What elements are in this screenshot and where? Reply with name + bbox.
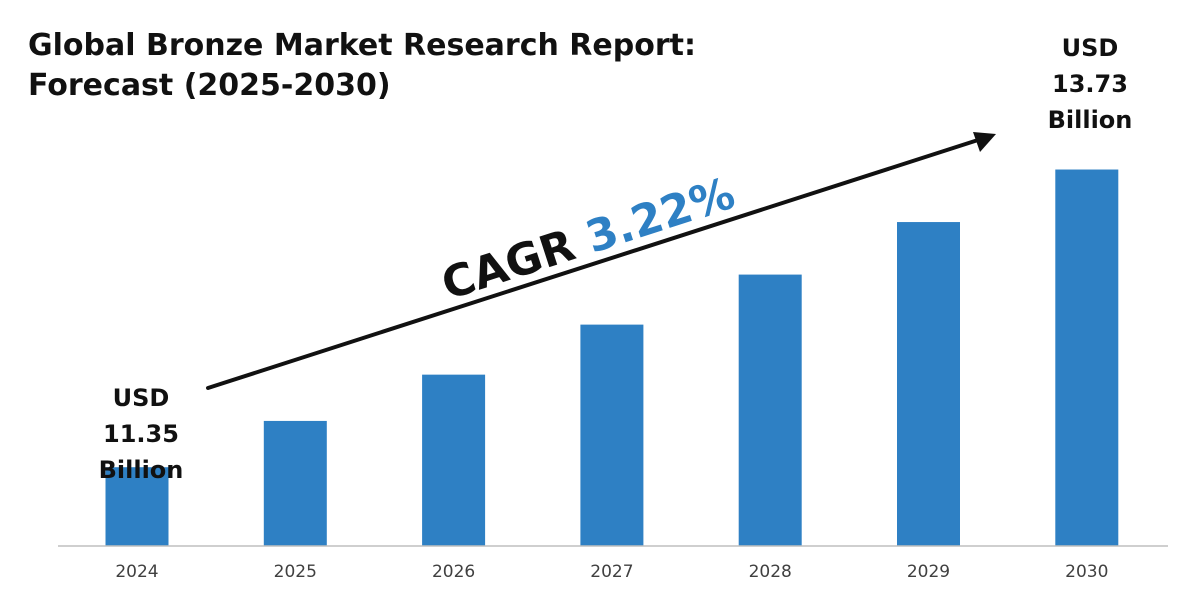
value-labels: USD 11.35 Billion USD 13.73 Billion [99, 34, 1133, 484]
x-tick-labels: 2024 2025 2026 2027 2028 2029 2030 [115, 562, 1108, 582]
bar-2025 [263, 420, 327, 546]
cagr-value: 3.22% [580, 168, 741, 264]
chart-title-line2: Forecast (2025-2030) [28, 68, 391, 103]
bars-layer [105, 169, 1119, 547]
bar-2026 [422, 374, 486, 546]
value-label-2030-line-1: USD [1062, 34, 1119, 62]
cagr-text: CAGR [436, 215, 596, 310]
value-label-2024: USD 11.35 Billion [99, 384, 184, 484]
bar-2030 [1055, 169, 1119, 547]
x-tick-2025: 2025 [274, 562, 317, 582]
value-label-2024-line-2: 11.35 [103, 420, 179, 448]
bar-2027 [580, 324, 644, 546]
value-label-2030: USD 13.73 Billion [1048, 34, 1133, 134]
x-tick-2027: 2027 [590, 562, 633, 582]
bar-2029 [897, 222, 960, 546]
value-label-2030-line-2: 13.73 [1052, 70, 1128, 98]
cagr-label: CAGR 3.22% [436, 168, 741, 311]
trend-arrow-head [973, 132, 996, 152]
x-tick-2026: 2026 [432, 562, 475, 582]
trend-arrow-line [206, 138, 980, 390]
x-tick-2030: 2030 [1065, 562, 1108, 582]
value-label-2024-line-3: Billion [99, 456, 184, 484]
chart-title-line1: Global Bronze Market Research Report: [28, 28, 696, 63]
x-tick-2029: 2029 [907, 562, 950, 582]
value-label-2024-line-1: USD [113, 384, 170, 412]
value-label-2030-line-3: Billion [1048, 106, 1133, 134]
x-tick-2028: 2028 [749, 562, 792, 582]
chart-title: Global Bronze Market Research Report: Fo… [28, 26, 696, 106]
x-tick-2024: 2024 [115, 562, 158, 582]
bar-2028 [738, 274, 802, 546]
bar-2024 [105, 467, 169, 546]
